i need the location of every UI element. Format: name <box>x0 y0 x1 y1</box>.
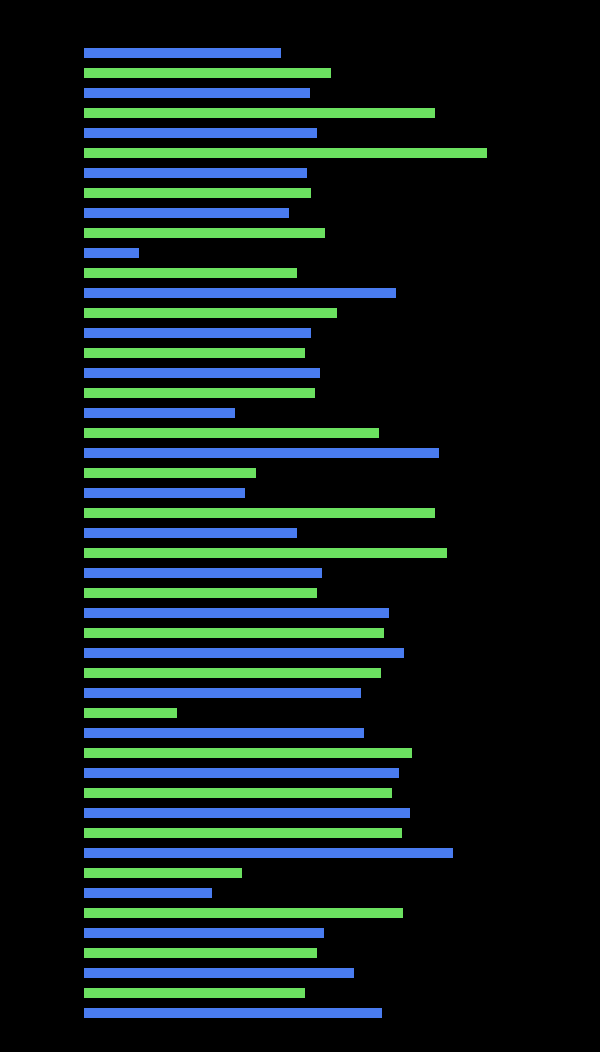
bar-14 <box>84 328 311 338</box>
bar-20 <box>84 448 439 458</box>
bar-27 <box>84 588 317 598</box>
bar-22 <box>84 488 245 498</box>
bar-7 <box>84 188 311 198</box>
bar-40 <box>84 848 453 858</box>
bar-47 <box>84 988 305 998</box>
bar-17 <box>84 388 315 398</box>
bar-29 <box>84 628 384 638</box>
bar-21 <box>84 468 256 478</box>
bar-36 <box>84 768 399 778</box>
bar-4 <box>84 128 317 138</box>
bar-18 <box>84 408 235 418</box>
bar-35 <box>84 748 412 758</box>
bar-9 <box>84 228 325 238</box>
bar-34 <box>84 728 364 738</box>
bar-37 <box>84 788 392 798</box>
bar-11 <box>84 268 297 278</box>
bar-39 <box>84 828 402 838</box>
bar-chart <box>0 0 600 1052</box>
bar-42 <box>84 888 212 898</box>
bar-3 <box>84 108 435 118</box>
bar-24 <box>84 528 297 538</box>
bar-32 <box>84 688 361 698</box>
bar-10 <box>84 248 139 258</box>
bar-5 <box>84 148 487 158</box>
bar-46 <box>84 968 354 978</box>
bar-25 <box>84 548 447 558</box>
bar-28 <box>84 608 389 618</box>
bar-43 <box>84 908 403 918</box>
bar-1 <box>84 68 331 78</box>
bar-15 <box>84 348 305 358</box>
bar-38 <box>84 808 410 818</box>
bar-48 <box>84 1008 382 1018</box>
bar-33 <box>84 708 177 718</box>
bar-30 <box>84 648 404 658</box>
bar-19 <box>84 428 379 438</box>
bar-8 <box>84 208 289 218</box>
bar-26 <box>84 568 322 578</box>
bar-23 <box>84 508 435 518</box>
bar-13 <box>84 308 337 318</box>
bar-41 <box>84 868 242 878</box>
bar-0 <box>84 48 281 58</box>
bar-45 <box>84 948 317 958</box>
bar-16 <box>84 368 320 378</box>
bar-6 <box>84 168 307 178</box>
bar-12 <box>84 288 396 298</box>
bar-44 <box>84 928 324 938</box>
bar-2 <box>84 88 310 98</box>
bar-31 <box>84 668 381 678</box>
